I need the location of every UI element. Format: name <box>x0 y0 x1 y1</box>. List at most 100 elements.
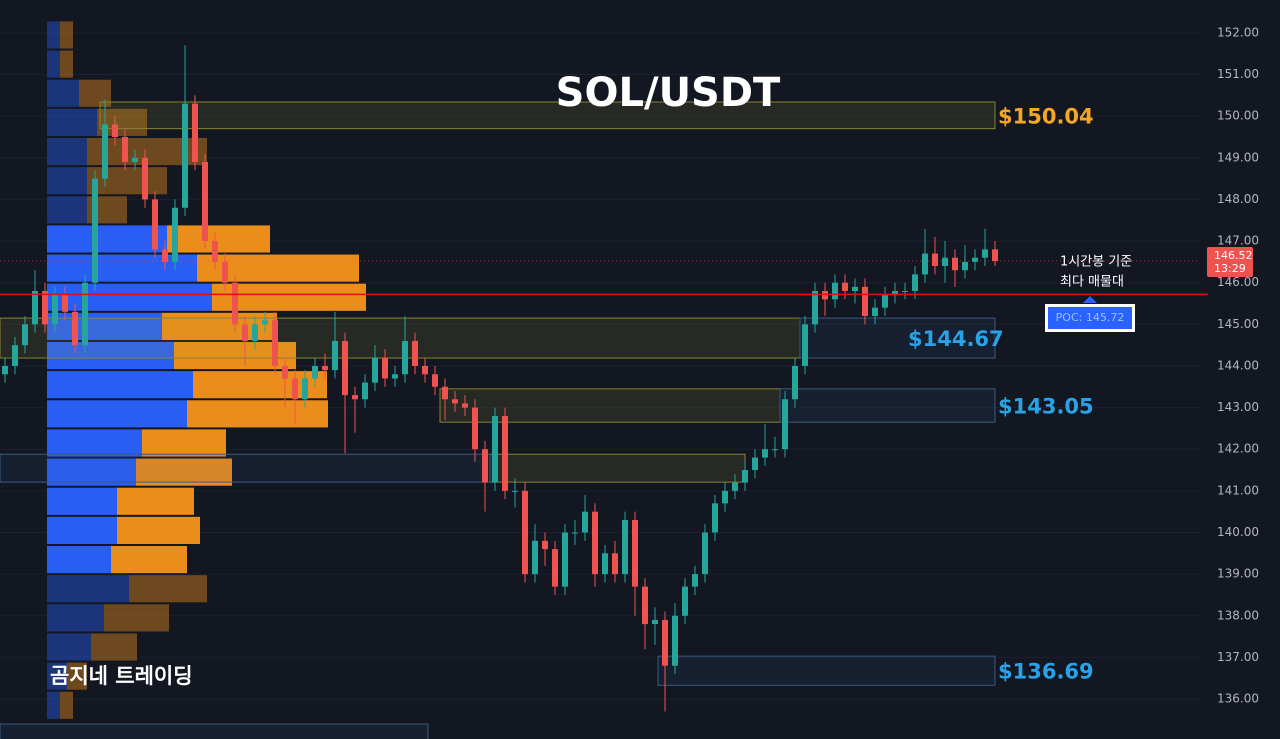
candle-body <box>462 403 468 408</box>
candle-body <box>832 282 838 300</box>
y-tick-label: 138.00 <box>1217 608 1259 622</box>
candle-body <box>352 395 358 400</box>
profile-buy <box>47 21 60 49</box>
poc-arrow <box>1083 296 1097 303</box>
candle-body <box>572 532 578 534</box>
candle-body <box>382 357 388 379</box>
candle-body <box>392 374 398 379</box>
candle-body <box>52 295 58 325</box>
candle-body <box>482 449 488 483</box>
zone <box>799 317 996 359</box>
candle-body <box>672 615 678 666</box>
candle-body <box>582 511 588 533</box>
candle-body <box>562 532 568 587</box>
candle-body <box>622 520 628 575</box>
y-tick-label: 147.00 <box>1217 234 1259 248</box>
candle-body <box>632 520 638 587</box>
watermark: 곰지네 트레이딩 <box>50 664 193 688</box>
candle-body <box>652 619 658 625</box>
price-axis <box>1200 0 1280 739</box>
zone-label: $136.69 <box>998 660 1094 684</box>
candle-body <box>512 490 518 492</box>
profile-buy <box>47 50 60 78</box>
profile-buy <box>47 108 97 136</box>
profile-sell <box>60 691 73 719</box>
candle-body <box>132 157 138 162</box>
y-tick-label: 146.00 <box>1217 275 1259 289</box>
candle-body <box>422 365 428 375</box>
zone <box>0 453 491 483</box>
candle-body <box>522 490 528 575</box>
candle-body <box>912 274 918 292</box>
candle-body <box>732 482 738 491</box>
candle-body <box>592 511 598 575</box>
candle-body <box>972 257 978 262</box>
last-price-label: 146.52 <box>1214 249 1253 262</box>
profile-buy <box>47 79 79 107</box>
candle-body <box>932 253 938 267</box>
candle-body <box>62 295 68 312</box>
candle-body <box>492 415 498 483</box>
chart-title: SOL/USDT <box>556 70 781 116</box>
candle-body <box>192 103 198 162</box>
y-tick-label: 151.00 <box>1217 67 1259 81</box>
candle-body <box>612 553 618 575</box>
candle-body <box>202 161 208 242</box>
candle-body <box>872 307 878 317</box>
candle-body <box>952 257 958 271</box>
profile-sell <box>117 516 200 544</box>
candle-body <box>452 399 458 404</box>
candle-body <box>92 178 98 283</box>
profile-buy <box>47 516 117 544</box>
profile-sell <box>187 400 328 428</box>
candle-body <box>152 199 158 250</box>
candle-body <box>892 291 898 296</box>
candle-body <box>762 449 768 458</box>
profile-buy <box>47 400 187 428</box>
candle-body <box>142 157 148 200</box>
candle-body <box>242 324 248 341</box>
candle-body <box>292 378 298 400</box>
candle-body <box>22 324 28 346</box>
annotation: 1시간봉 기준 <box>1060 255 1132 270</box>
candle-body <box>662 619 668 666</box>
y-tick-label: 141.00 <box>1217 483 1259 497</box>
countdown-label: 13:29 <box>1214 262 1246 275</box>
candle-body <box>712 503 718 533</box>
candle-body <box>332 340 338 371</box>
zone <box>0 317 801 359</box>
candle-body <box>212 241 218 262</box>
profile-sell <box>136 458 232 486</box>
candle-body <box>172 207 178 262</box>
candle-body <box>282 365 288 379</box>
profile-buy <box>47 283 212 311</box>
profile-buy <box>47 662 67 690</box>
annotation: 최다 매물대 <box>1060 275 1124 290</box>
candle-body <box>602 553 608 575</box>
profile-buy <box>47 371 193 399</box>
candle-body <box>642 586 648 625</box>
y-tick-label: 143.00 <box>1217 400 1259 414</box>
poc-box <box>1048 307 1132 329</box>
candle-body <box>412 340 418 366</box>
y-tick-label: 139.00 <box>1217 567 1259 581</box>
candle-body <box>962 261 968 271</box>
profile-buy <box>47 458 136 486</box>
profile-sell <box>60 50 73 78</box>
profile-buy <box>47 575 129 603</box>
candle-body <box>112 124 118 137</box>
zone <box>657 655 996 686</box>
y-tick-label: 150.00 <box>1217 109 1259 123</box>
candle-body <box>552 549 558 587</box>
candle-body <box>752 457 758 471</box>
candle-body <box>882 295 888 308</box>
y-tick-label: 142.00 <box>1217 442 1259 456</box>
candle-body <box>162 249 168 262</box>
candle-body <box>982 249 988 258</box>
candle-body <box>362 382 368 400</box>
zone <box>489 453 746 483</box>
zone <box>0 723 429 739</box>
candle-body <box>782 399 788 450</box>
